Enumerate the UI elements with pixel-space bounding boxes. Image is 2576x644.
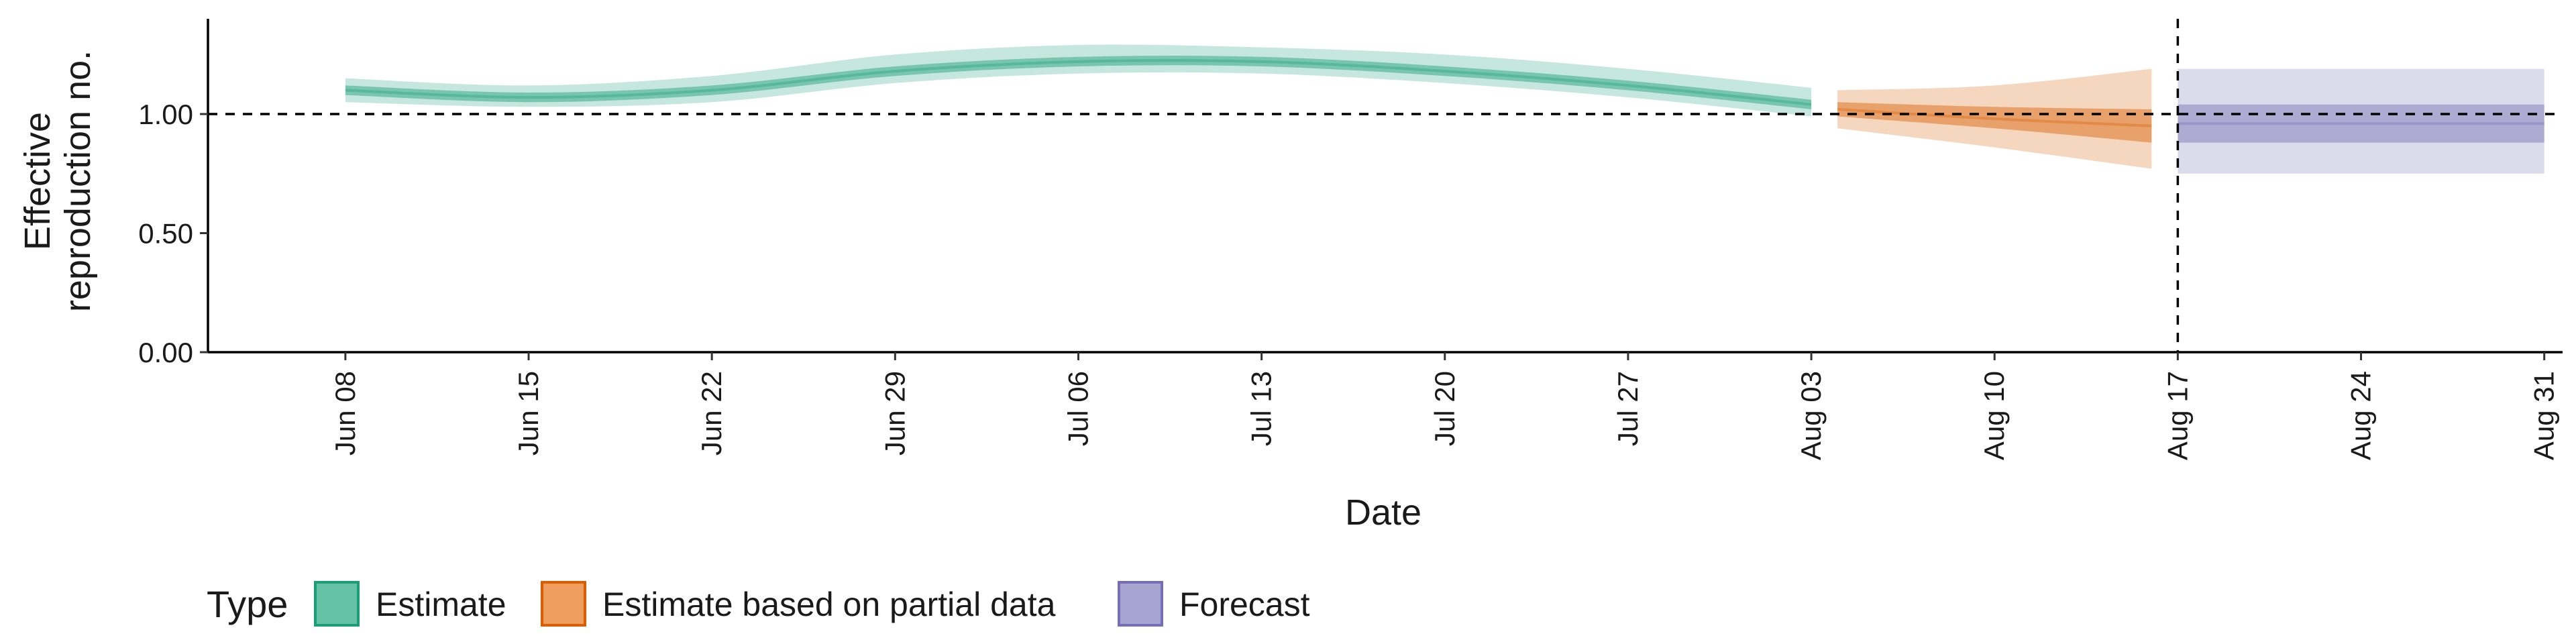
series-1-band-50: [1837, 102, 2152, 143]
legend-label: Estimate: [376, 586, 506, 623]
y-axis-title-line-2: reproduction no.: [58, 50, 98, 312]
y-tick-label: 0.50: [138, 218, 193, 250]
y-axis-ticks: 0.00 0.50 1.00: [138, 99, 208, 368]
series-2-band-90: [2178, 68, 2544, 174]
x-tick-label: Aug 17: [2161, 371, 2193, 460]
y-tick-label: 0.00: [138, 337, 193, 368]
x-tick-label: Aug 03: [1795, 371, 1827, 460]
series-0-band-50: [345, 56, 1812, 109]
x-tick-label: Jun 15: [513, 371, 544, 455]
series-1: [1837, 68, 2152, 169]
x-tick-label: Jun 08: [329, 371, 361, 455]
x-tick-label: Jul 27: [1612, 371, 1644, 446]
y-axis-title: Effective reproduction no.: [17, 50, 98, 312]
x-tick-label: Jun 22: [696, 371, 727, 455]
legend-label: Estimate based on partial data: [602, 586, 1056, 623]
series-0-median-line: [345, 59, 1812, 106]
legend-swatch: [541, 581, 586, 627]
x-tick-label: Jul 06: [1063, 371, 1094, 446]
legend-label: Forecast: [1179, 586, 1310, 623]
legend-swatch: [314, 581, 360, 627]
y-tick-label: 1.00: [138, 99, 193, 130]
x-tick-label: Aug 24: [2345, 371, 2377, 460]
x-tick-label: Jun 29: [879, 371, 910, 455]
series-2: [2178, 68, 2544, 174]
x-tick-label: Aug 31: [2528, 371, 2560, 460]
series-1-median-line: [1837, 107, 2152, 127]
legend-swatch: [1118, 581, 1163, 627]
series-1-band-90: [1837, 68, 2152, 169]
legend-title: Type: [207, 583, 288, 625]
axes: [207, 19, 2563, 354]
x-tick-label: Aug 10: [1978, 371, 2010, 460]
x-axis-title: Date: [1345, 492, 1421, 533]
x-axis-ticks: Jun 08 Jun 15 Jun 22 Jun 29 Jul 06 Jul 13 Jul …: [329, 352, 2560, 460]
reference-lines: [208, 19, 2563, 352]
chart-bands: [345, 44, 2544, 174]
series-0-band-90: [345, 44, 1812, 117]
x-tick-label: Jul 13: [1246, 371, 1277, 446]
y-axis-title-line-1: Effective: [17, 112, 58, 250]
series-0: [345, 44, 1812, 117]
x-tick-label: Jul 20: [1429, 371, 1460, 446]
legend: Type Estimate Estimate based on partial d…: [207, 581, 1310, 627]
